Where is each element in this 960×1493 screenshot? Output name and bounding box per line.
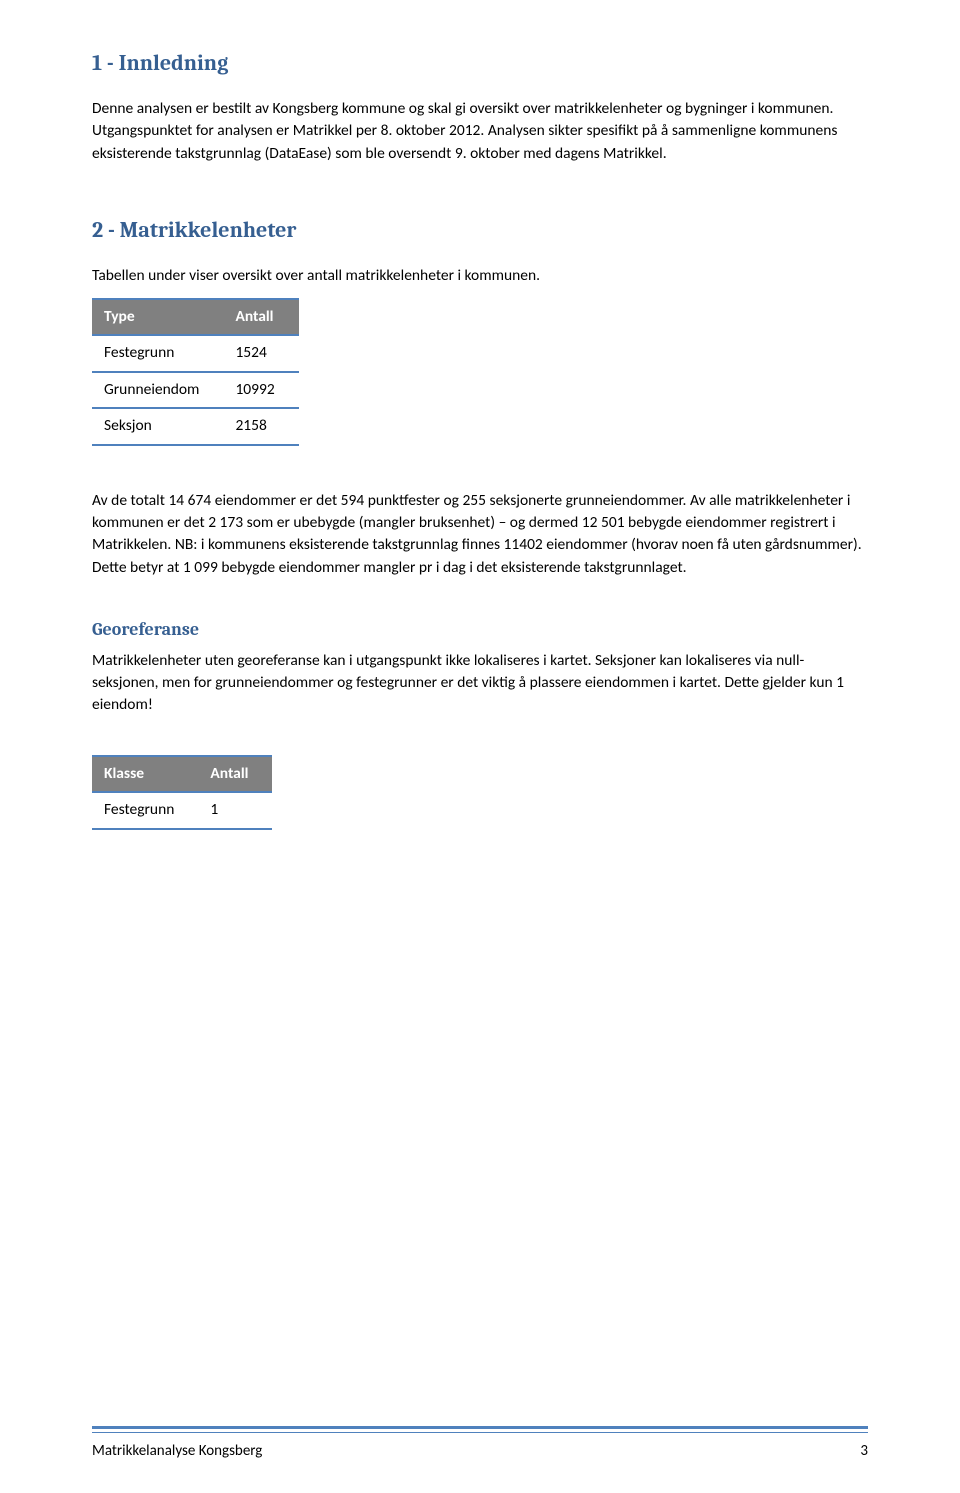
footer-page-number: 3 bbox=[860, 1441, 868, 1463]
table-header-row: Klasse Antall bbox=[92, 756, 272, 792]
footer-title: Matrikkelanalyse Kongsberg bbox=[92, 1441, 262, 1463]
page-footer: Matrikkelanalyse Kongsberg 3 bbox=[92, 1426, 868, 1463]
section2-para2: Av de totalt 14 674 eiendommer er det 59… bbox=[92, 490, 868, 580]
table-matrikkelenheter: Type Antall Festegrunn 1524 Grunneiendom… bbox=[92, 298, 299, 446]
section1-heading: 1 - Innledning bbox=[92, 48, 868, 80]
section1-para1: Denne analysen er bestilt av Kongsberg k… bbox=[92, 98, 868, 165]
footer-divider-thin bbox=[92, 1432, 868, 1433]
document-page: 1 - Innledning Denne analysen er bestilt… bbox=[0, 0, 960, 1493]
section2-intro: Tabellen under viser oversikt over antal… bbox=[92, 265, 868, 287]
spacer bbox=[92, 733, 868, 755]
footer-content: Matrikkelanalyse Kongsberg 3 bbox=[92, 1441, 868, 1463]
table-georeferanse: Klasse Antall Festegrunn 1 bbox=[92, 755, 272, 830]
col-antall: Antall bbox=[223, 299, 298, 335]
table-row: Grunneiendom 10992 bbox=[92, 372, 299, 408]
col-type: Type bbox=[92, 299, 223, 335]
cell-type: Seksjon bbox=[92, 408, 223, 444]
cell-antall: 1524 bbox=[223, 335, 298, 371]
georef-heading: Georeferanse bbox=[92, 617, 868, 643]
table-header-row: Type Antall bbox=[92, 299, 299, 335]
cell-antall: 10992 bbox=[223, 372, 298, 408]
table-row: Festegrunn 1524 bbox=[92, 335, 299, 371]
col-antall: Antall bbox=[198, 756, 272, 792]
section2-heading: 2 - Matrikkelenheter bbox=[92, 215, 868, 247]
georef-para: Matrikkelenheter uten georeferanse kan i… bbox=[92, 650, 868, 717]
cell-type: Grunneiendom bbox=[92, 372, 223, 408]
footer-divider-thick bbox=[92, 1426, 868, 1429]
spacer bbox=[92, 181, 868, 215]
spacer bbox=[92, 468, 868, 490]
table-row: Seksjon 2158 bbox=[92, 408, 299, 444]
cell-klasse: Festegrunn bbox=[92, 792, 198, 828]
cell-antall: 2158 bbox=[223, 408, 298, 444]
spacer bbox=[92, 595, 868, 617]
cell-antall: 1 bbox=[198, 792, 272, 828]
cell-type: Festegrunn bbox=[92, 335, 223, 371]
table-row: Festegrunn 1 bbox=[92, 792, 272, 828]
col-klasse: Klasse bbox=[92, 756, 198, 792]
